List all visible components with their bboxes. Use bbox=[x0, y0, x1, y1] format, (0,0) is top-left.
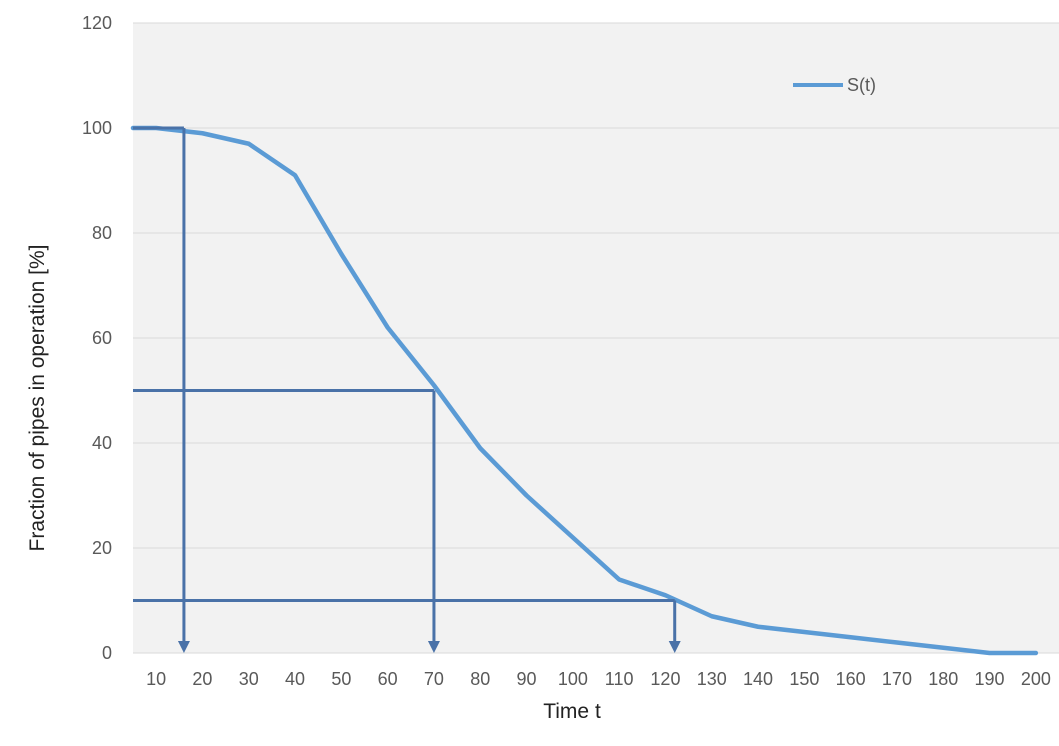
x-tick-label: 100 bbox=[558, 669, 588, 689]
x-tick-label: 170 bbox=[882, 669, 912, 689]
y-axis-title: Fraction of pipes in operation [%] bbox=[26, 244, 49, 551]
x-tick-label: 90 bbox=[517, 669, 537, 689]
x-axis-title: Time t bbox=[543, 700, 601, 723]
annotation-lines bbox=[133, 126, 681, 653]
x-tick-label: 120 bbox=[650, 669, 680, 689]
y-tick-label: 100 bbox=[82, 118, 112, 138]
legend-label: S(t) bbox=[847, 75, 876, 95]
y-tick-label: 40 bbox=[92, 433, 112, 453]
x-tick-label: 70 bbox=[424, 669, 444, 689]
x-tick-label: 60 bbox=[378, 669, 398, 689]
y-tick-label: 120 bbox=[82, 13, 112, 33]
series-line bbox=[130, 125, 1039, 656]
arrow-head-icon bbox=[427, 641, 440, 653]
x-tick-label: 190 bbox=[975, 669, 1005, 689]
x-tick-label: 30 bbox=[239, 669, 259, 689]
x-axis-ticks: 10 20 30 40 50 60 70 80 90 100 110 120 130 140 150 160 1… bbox=[146, 669, 1051, 689]
y-axis-ticks: 0 20 40 60 80 100 120 bbox=[82, 13, 112, 663]
x-tick-label: 150 bbox=[789, 669, 819, 689]
y-tick-label: 20 bbox=[92, 538, 112, 558]
x-tick-label: 50 bbox=[331, 669, 351, 689]
x-tick-label: 200 bbox=[1021, 669, 1051, 689]
y-tick-label: 0 bbox=[102, 643, 112, 663]
legend: S(t) bbox=[793, 75, 876, 95]
arrow-head-icon bbox=[177, 641, 190, 653]
x-tick-label: 130 bbox=[697, 669, 727, 689]
y-tick-label: 80 bbox=[92, 223, 112, 243]
x-tick-label: 80 bbox=[470, 669, 490, 689]
x-tick-label: 140 bbox=[743, 669, 773, 689]
gridlines bbox=[133, 22, 1059, 654]
y-tick-label: 60 bbox=[92, 328, 112, 348]
x-tick-label: 40 bbox=[285, 669, 305, 689]
x-tick-label: 180 bbox=[928, 669, 958, 689]
x-tick-label: 160 bbox=[836, 669, 866, 689]
x-tick-label: 10 bbox=[146, 669, 166, 689]
series-group bbox=[130, 125, 1039, 656]
arrow-head-icon bbox=[668, 641, 681, 653]
x-tick-label: 110 bbox=[605, 669, 634, 689]
x-tick-label: 20 bbox=[192, 669, 212, 689]
